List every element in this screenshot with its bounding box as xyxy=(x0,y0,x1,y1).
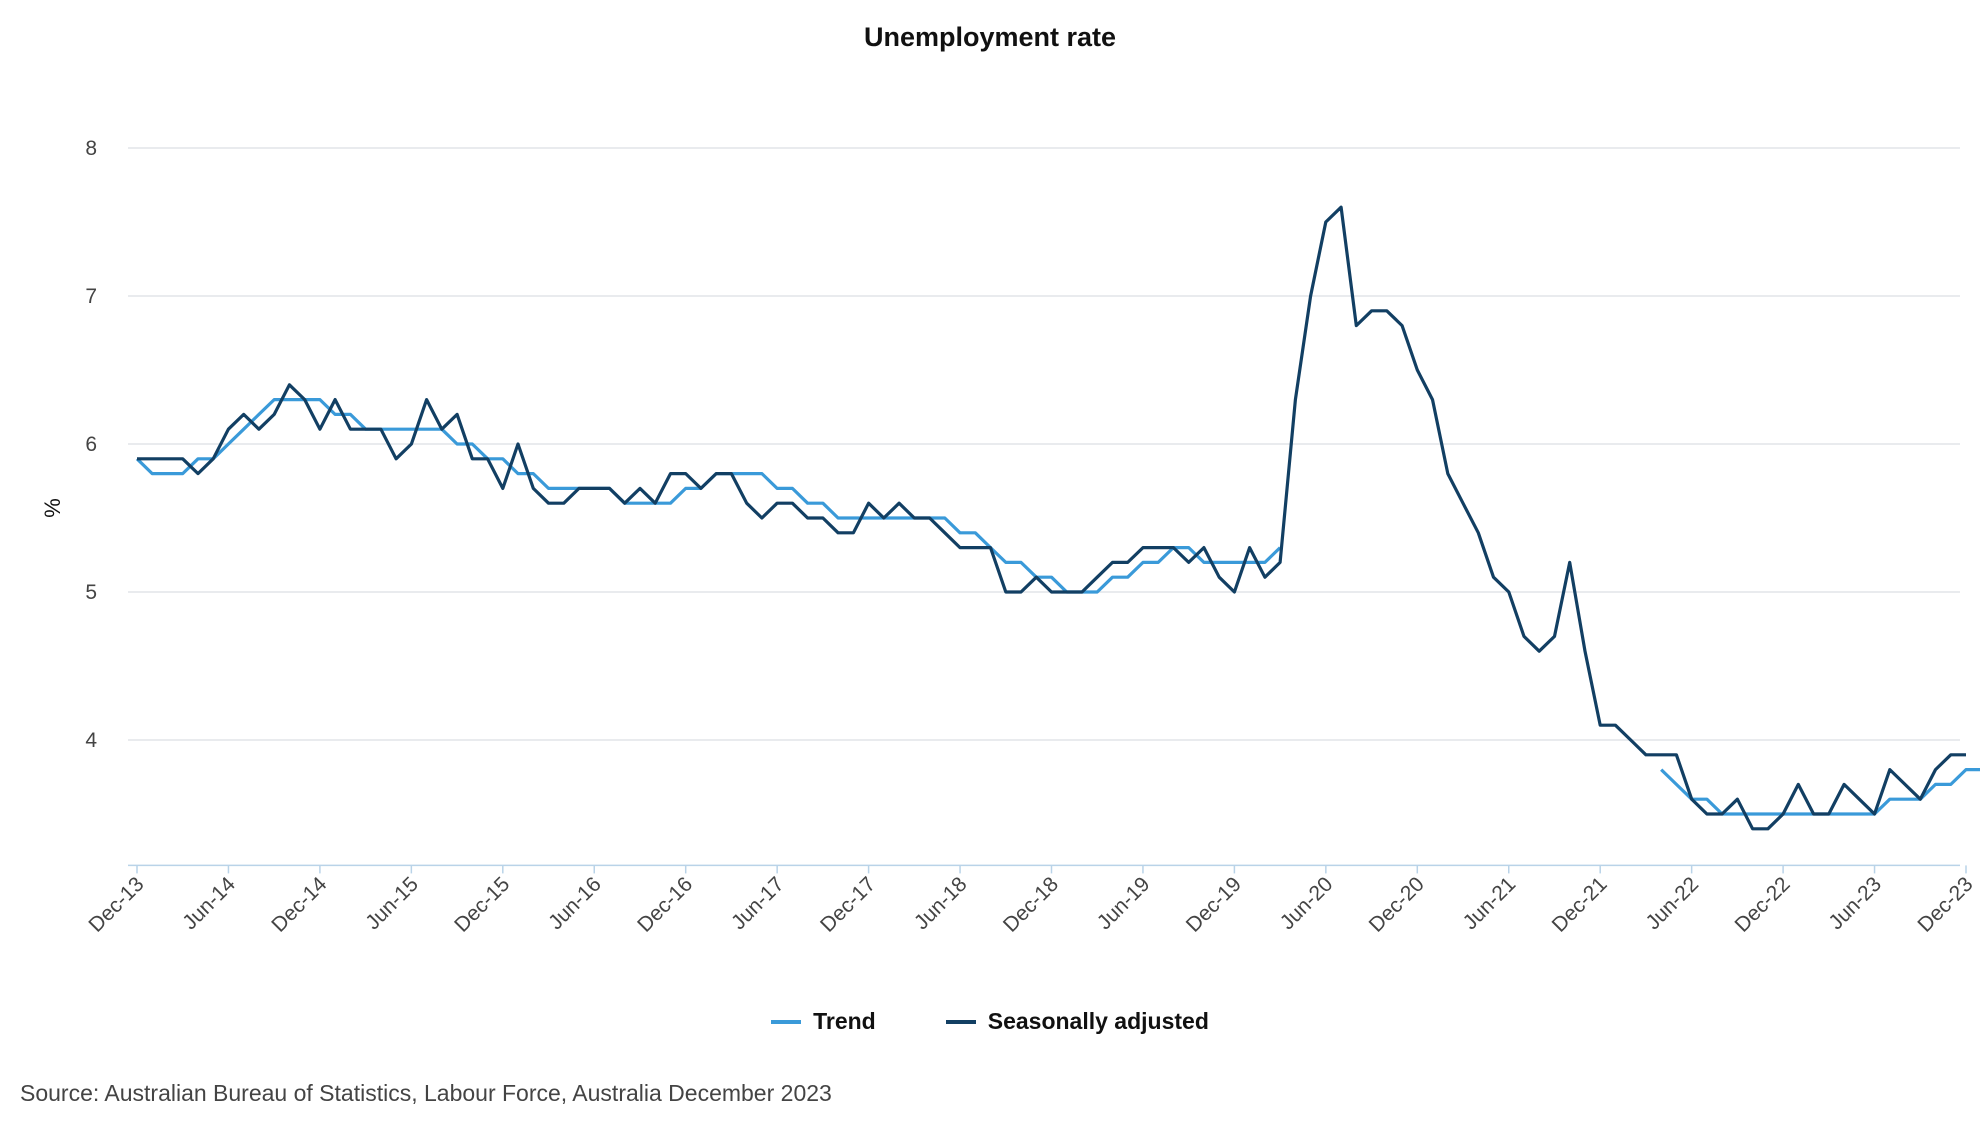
x-tick-label: Dec-21 xyxy=(1548,873,1612,937)
legend-label-trend: Trend xyxy=(813,1008,876,1034)
x-tick-label: Dec-14 xyxy=(267,872,331,936)
x-tick-label: Jun-17 xyxy=(727,873,789,935)
x-tick-label: Jun-22 xyxy=(1642,873,1704,935)
x-tick-label: Jun-21 xyxy=(1459,873,1521,935)
x-axis-ticks: Dec-13 Jun-14 Dec-14 Jun-15 Dec-15 Jun-16 Dec-… xyxy=(84,865,1978,937)
x-tick-label: Jun-20 xyxy=(1276,873,1338,935)
y-tick-label: 5 xyxy=(85,581,97,604)
x-tick-label: Jun-19 xyxy=(1093,873,1155,935)
y-tick-label: 6 xyxy=(85,433,97,456)
legend-label-seasonally-adjusted: Seasonally adjusted xyxy=(987,1008,1209,1034)
x-tick-label: Dec-20 xyxy=(1365,873,1429,937)
legend-swatch-seasonally-adjusted xyxy=(945,1019,976,1024)
x-tick-label: Jun-14 xyxy=(178,872,240,934)
line-chart: 4 5 6 7 8 Dec-13 Jun-14 Dec-14 Jun-15 Dec-15 Jun-… xyxy=(40,137,1980,937)
x-tick-label: Dec-16 xyxy=(633,873,697,937)
x-tick-label: Jun-16 xyxy=(544,873,606,935)
x-tick-label: Jun-23 xyxy=(1824,873,1886,935)
x-tick-label: Dec-19 xyxy=(1182,873,1246,937)
y-tick-label: 4 xyxy=(85,729,97,752)
x-tick-label: Dec-22 xyxy=(1730,873,1794,937)
x-tick-label: Dec-17 xyxy=(816,873,880,937)
x-tick-label: Dec-15 xyxy=(450,873,514,937)
x-tick-label: Dec-23 xyxy=(1913,873,1977,937)
chart-title: Unemployment rate xyxy=(863,22,1117,52)
y-tick-label: 8 xyxy=(85,137,97,160)
x-tick-label: Dec-13 xyxy=(84,873,148,937)
legend-item-trend[interactable]: Trend xyxy=(771,1008,876,1035)
y-tick-label: 7 xyxy=(85,285,97,308)
series-line-trend[interactable] xyxy=(135,398,1980,816)
x-tick-label: Jun-15 xyxy=(361,873,423,935)
series-lines xyxy=(135,205,1980,831)
y-axis-label: % xyxy=(40,498,65,518)
legend: Trend Seasonally adjusted xyxy=(0,1008,1980,1035)
x-tick-label: Jun-18 xyxy=(910,873,972,935)
legend-swatch-trend xyxy=(771,1019,802,1024)
legend-item-seasonally-adjusted[interactable]: Seasonally adjusted xyxy=(945,1008,1209,1035)
source-note: Source: Australian Bureau of Statistics,… xyxy=(20,1080,832,1106)
y-axis-ticks: 4 5 6 7 8 xyxy=(85,137,97,752)
series-line-seasonally-adjusted[interactable] xyxy=(137,205,1966,831)
gridlines xyxy=(128,147,1960,867)
x-tick-label: Dec-18 xyxy=(999,873,1063,937)
